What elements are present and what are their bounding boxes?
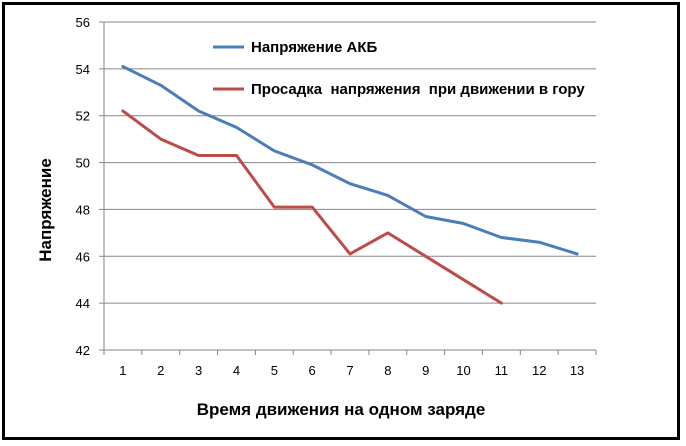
series-lines <box>121 65 579 305</box>
y-tick-label: 54 <box>76 62 90 77</box>
x-tick-label: 7 <box>346 363 353 378</box>
y-axis-title: Напряжение <box>36 158 55 262</box>
x-tick-label: 6 <box>309 363 316 378</box>
chart-frame <box>2 2 680 440</box>
y-tick-label: 52 <box>76 109 90 124</box>
x-tick-label: 4 <box>233 363 240 378</box>
x-tick-label: 1 <box>119 363 126 378</box>
y-tick-label: 42 <box>76 343 90 358</box>
y-tick-label: 44 <box>76 296 90 311</box>
x-tick-label: 5 <box>271 363 278 378</box>
y-tick-labels: 42 44 46 48 50 52 54 56 <box>76 15 90 358</box>
y-tick-label: 46 <box>76 249 90 264</box>
y-tick-label: 56 <box>76 15 90 30</box>
gridlines <box>99 21 597 355</box>
x-axis-title: Время движения на одном заряде <box>197 400 486 419</box>
legend-label: Напряжение АКБ <box>251 39 378 56</box>
x-tick-label: 3 <box>195 363 202 378</box>
x-tick-label: 12 <box>532 363 546 378</box>
x-tick-labels: 1 2 3 4 5 6 7 8 9 10 11 12 13 <box>119 363 584 378</box>
y-tick-label: 50 <box>76 156 90 171</box>
x-tick-label: 9 <box>422 363 429 378</box>
legend: Напряжение АКБ Просадка напряжения при дв… <box>213 39 585 98</box>
x-tick-label: 8 <box>384 363 391 378</box>
x-tick-label: 11 <box>495 363 509 378</box>
axes <box>103 22 596 351</box>
x-tick-label: 13 <box>570 363 584 378</box>
legend-label: Просадка напряжения при движении в гору <box>251 81 585 98</box>
x-tick-label: 10 <box>456 363 470 378</box>
x-tick-label: 2 <box>157 363 164 378</box>
y-tick-label: 48 <box>76 202 90 217</box>
